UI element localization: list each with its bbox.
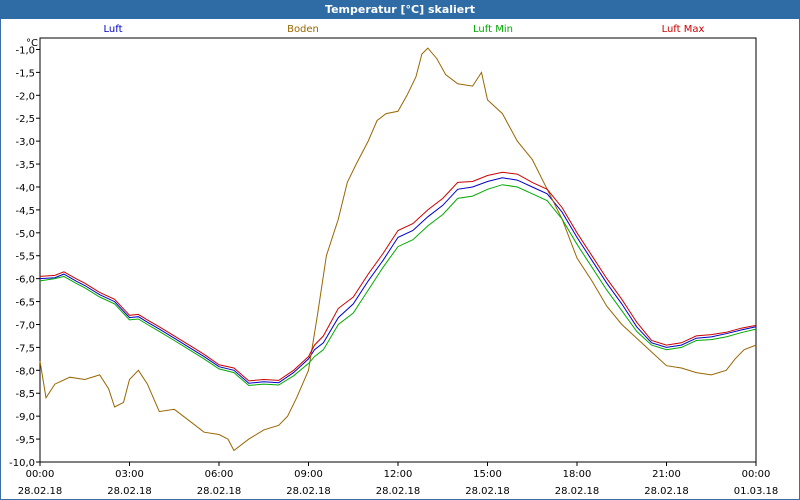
legend-item-luft-min: Luft Min bbox=[473, 24, 513, 35]
x-tick-time: 09:00 bbox=[294, 469, 323, 480]
x-tick-date: 28.02.18 bbox=[644, 486, 689, 497]
plot-area bbox=[39, 37, 757, 463]
y-tick-label: -8,5 bbox=[15, 389, 35, 400]
x-tick-time: 06:00 bbox=[205, 469, 234, 480]
x-tick-time: 18:00 bbox=[563, 469, 592, 480]
y-tick-label: -9,5 bbox=[15, 435, 35, 446]
y-tick-label: -8,0 bbox=[15, 366, 35, 377]
series-line-luft bbox=[39, 177, 757, 384]
x-tick-time: 00:00 bbox=[26, 469, 55, 480]
axes: °C-1,0 -1,5 -2,0 -2,5 -3,0 -3,5 -4,0 -4,5 -5,0 -5… bbox=[9, 37, 779, 497]
y-tick-label: -7,5 bbox=[15, 343, 35, 354]
legend-item-boden: Boden bbox=[287, 24, 319, 35]
series-line-boden bbox=[39, 47, 757, 452]
legend-item-luft-max: Luft Max bbox=[661, 24, 705, 35]
y-tick-label: -7,0 bbox=[15, 320, 35, 331]
y-tick-label: -5,0 bbox=[15, 229, 35, 240]
legend-item-luft: Luft bbox=[103, 24, 123, 35]
series-line-luft-min bbox=[39, 184, 757, 387]
series-group bbox=[39, 47, 757, 452]
y-tick-label: -6,5 bbox=[15, 298, 35, 309]
series-line-luft-max bbox=[39, 171, 757, 382]
chart-title: Temperatur [°C] skaliert bbox=[0, 0, 800, 19]
y-tick-label: -3,5 bbox=[15, 160, 35, 171]
x-tick-date: 01.03.18 bbox=[734, 486, 779, 497]
y-axis-unit: °C bbox=[26, 38, 38, 49]
y-tick-label: -10,0 bbox=[9, 458, 35, 469]
x-tick-date: 28.02.18 bbox=[197, 486, 242, 497]
y-tick-label: -4,0 bbox=[15, 183, 35, 194]
x-tick-time: 12:00 bbox=[384, 469, 413, 480]
x-tick-time: 15:00 bbox=[473, 469, 502, 480]
x-tick-time: 03:00 bbox=[115, 469, 144, 480]
x-tick-date: 28.02.18 bbox=[286, 486, 331, 497]
y-tick-label: -3,0 bbox=[15, 137, 35, 148]
x-tick-time: 21:00 bbox=[652, 469, 681, 480]
y-tick-label: -2,5 bbox=[15, 114, 35, 125]
x-tick-date: 28.02.18 bbox=[465, 486, 510, 497]
y-tick-label: -2,0 bbox=[15, 91, 35, 102]
x-tick-date: 28.02.18 bbox=[376, 486, 421, 497]
y-tick-label: -1,0 bbox=[15, 45, 35, 56]
y-tick-label: -5,5 bbox=[15, 252, 35, 263]
x-tick-date: 28.02.18 bbox=[18, 486, 63, 497]
y-tick-label: -4,5 bbox=[15, 206, 35, 217]
x-tick-time: 00:00 bbox=[742, 469, 771, 480]
x-tick-date: 28.02.18 bbox=[555, 486, 600, 497]
y-tick-label: -9,0 bbox=[15, 412, 35, 423]
y-tick-label: -6,0 bbox=[15, 275, 35, 286]
y-tick-label: -1,5 bbox=[15, 68, 35, 79]
x-tick-date: 28.02.18 bbox=[107, 486, 152, 497]
